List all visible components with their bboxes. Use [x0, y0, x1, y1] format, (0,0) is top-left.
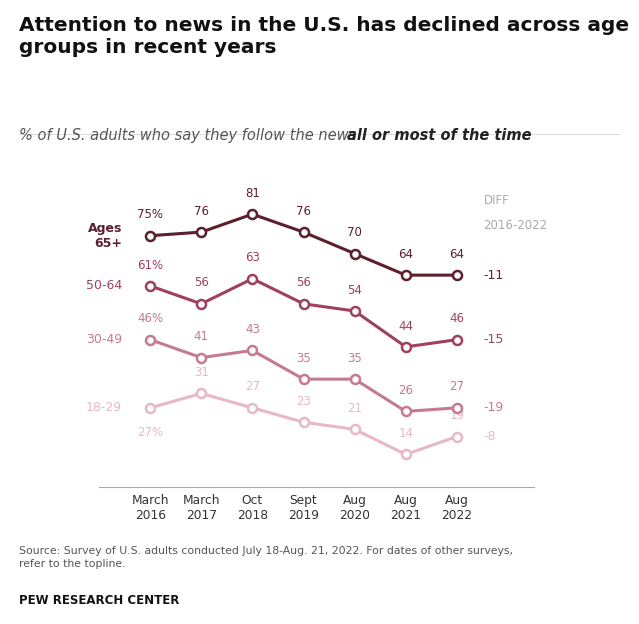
Text: 14: 14 [398, 427, 413, 440]
Text: 31: 31 [194, 366, 209, 379]
Text: 61%: 61% [137, 258, 163, 271]
Text: 21: 21 [347, 402, 362, 415]
Text: 56: 56 [194, 276, 209, 290]
Text: 70: 70 [347, 227, 362, 239]
Text: 54: 54 [347, 284, 362, 296]
Text: 27%: 27% [137, 426, 163, 439]
Text: % of U.S. adults who say they follow the news: % of U.S. adults who say they follow the… [19, 128, 361, 143]
Text: 35: 35 [296, 352, 311, 365]
Text: 35: 35 [347, 352, 362, 365]
Text: Source: Survey of U.S. adults conducted July 18-Aug. 21, 2022. For dates of othe: Source: Survey of U.S. adults conducted … [19, 546, 513, 569]
Text: 41: 41 [194, 330, 209, 343]
Text: -15: -15 [484, 333, 504, 346]
Text: 64: 64 [398, 248, 413, 261]
Text: 2016-2022: 2016-2022 [484, 219, 548, 232]
Text: PEW RESEARCH CENTER: PEW RESEARCH CENTER [19, 594, 180, 607]
Text: 18-29: 18-29 [86, 401, 122, 414]
Text: 19: 19 [449, 409, 465, 422]
Text: -19: -19 [484, 401, 504, 414]
Text: 76: 76 [194, 205, 209, 218]
Text: 44: 44 [398, 319, 413, 333]
Text: 30-49: 30-49 [86, 333, 122, 346]
Text: 23: 23 [296, 395, 311, 408]
Text: 43: 43 [245, 323, 260, 336]
Text: Ages
65+: Ages 65+ [88, 222, 122, 250]
Text: 46: 46 [449, 313, 465, 325]
Text: DIFF: DIFF [484, 194, 509, 207]
Text: 27: 27 [245, 381, 260, 394]
Text: Attention to news in the U.S. has declined across age
groups in recent years: Attention to news in the U.S. has declin… [19, 16, 629, 57]
Text: 26: 26 [398, 384, 413, 397]
Text: 46%: 46% [137, 313, 163, 325]
Text: 27: 27 [449, 381, 465, 394]
Text: 63: 63 [245, 251, 260, 265]
Text: -8: -8 [484, 430, 496, 443]
Text: all or most of the time: all or most of the time [347, 128, 532, 143]
Text: 75%: 75% [137, 208, 163, 222]
Text: 50-64: 50-64 [86, 280, 122, 293]
Text: -11: -11 [484, 269, 504, 281]
Text: 81: 81 [245, 187, 260, 200]
Text: 64: 64 [449, 248, 465, 261]
Text: 76: 76 [296, 205, 311, 218]
Text: 56: 56 [296, 276, 311, 290]
